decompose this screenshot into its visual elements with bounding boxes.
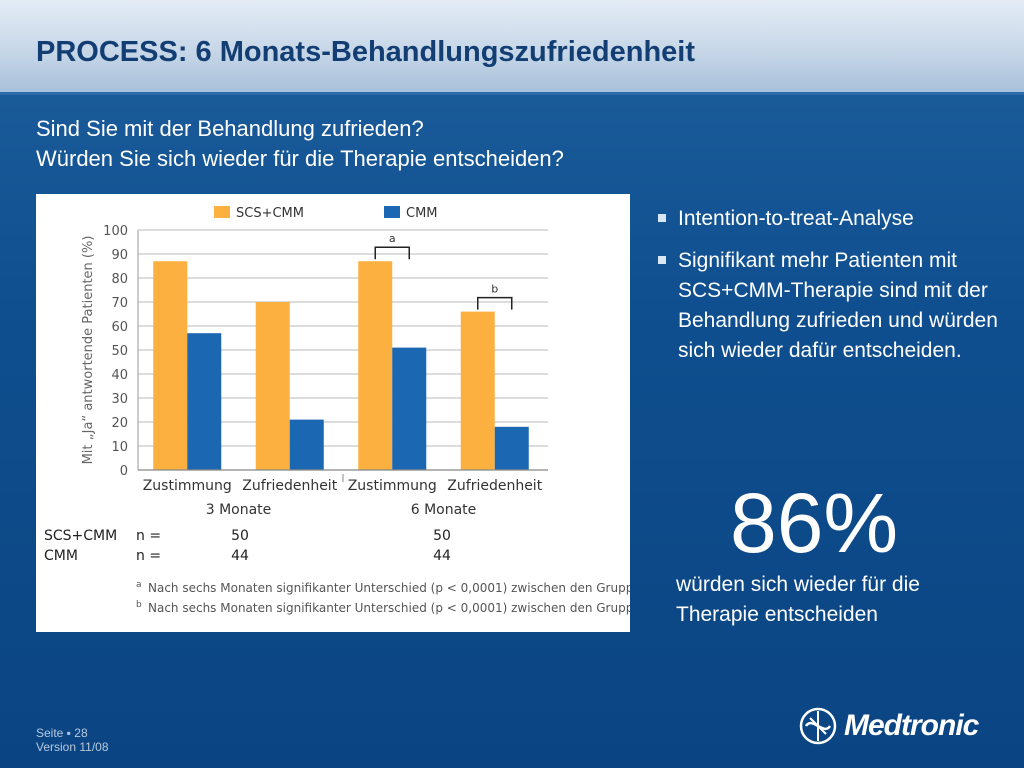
question-block: Sind Sie mit der Behandlung zufrieden? W… [36,114,796,174]
bullet-square-icon [658,256,666,264]
question-line-2: Würden Sie sich wieder für die Therapie … [36,146,564,171]
bullet-square-icon [658,214,666,222]
y-tick-label: 60 [111,320,128,335]
x-tick-label: Zustimmung [143,478,232,494]
y-tick-label: 70 [111,296,128,311]
medtronic-emblem-icon [799,707,837,745]
x-tick-label: Zufriedenheit [242,478,337,494]
group-label: 6 Monate [411,502,477,518]
slide-footer: Seite ▪ 28 Version 11/08 [36,726,109,754]
n-table-value: 44 [433,548,451,564]
bar-scs-cmm [358,261,393,470]
n-table-n-label: n = [136,528,161,544]
page-number: Seite ▪ 28 [36,726,88,740]
y-tick-label: 50 [111,344,128,359]
bullet-text: Intention-to-treat-Analyse [678,207,914,230]
y-tick-label: 10 [111,440,128,455]
y-tick-label: 20 [111,416,128,431]
legend-swatch [384,206,400,218]
legend-swatch [214,206,230,218]
y-tick-label: 30 [111,392,128,407]
n-table-n-label: n = [136,548,161,564]
footnote-text: Nach sechs Monaten signifikanter Untersc… [148,601,630,615]
highlight-caption: würden sich wieder für die Therapie ents… [676,573,920,626]
footnote-mark: b [136,600,142,610]
n-table-value: 50 [433,528,451,544]
version-label: Version 11/08 [36,740,109,754]
bar-scs-cmm [460,311,495,470]
x-tick-label: Zustimmung [348,478,437,494]
significance-bracket [477,296,513,310]
y-tick-label: 40 [111,368,128,383]
title-bar: PROCESS: 6 Monats-Behandlungszufriedenhe… [0,0,1024,95]
significance-mark: b [491,283,498,296]
n-table-group: SCS+CMM [44,528,117,544]
bar-chart: 0 10 20 30 40 50 60 70 80 90 100 Mit „Ja“ antworten… [44,206,630,615]
y-tick-label: 100 [103,224,128,239]
y-tick-label: 0 [120,464,128,479]
legend-label: SCS+CMM [236,206,304,221]
medtronic-logo: Medtronic [798,706,979,746]
footnote-mark: a [136,580,142,590]
significance-bracket [374,246,410,260]
x-tick-label: Zufriedenheit [447,478,542,494]
n-table-value: 50 [231,528,249,544]
n-table-group: CMM [44,548,78,564]
bullet-item: Intention-to-treat-Analyse [656,204,1006,234]
bullet-list: Intention-to-treat-Analyse Signifikant m… [656,204,1006,378]
bar-scs-cmm [255,302,290,470]
bullet-item: Signifikant mehr Patienten mit SCS+CMM-T… [656,246,1006,366]
legend-label: CMM [406,206,438,221]
y-axis-label: Mit „Ja“ antwortende Patienten (%) [81,236,96,465]
group-label: 3 Monate [206,502,272,518]
chart-panel: 0 10 20 30 40 50 60 70 80 90 100 Mit „Ja“ antworten… [36,194,630,632]
y-tick-label: 80 [111,272,128,287]
logo-wordmark: Medtronic [844,709,979,742]
significance-mark: a [389,232,396,245]
bar-scs-cmm [153,261,188,470]
slide-title: PROCESS: 6 Monats-Behandlungszufriedenhe… [36,36,695,68]
bar-cmm [494,426,529,470]
bar-cmm [392,347,427,470]
bullet-text: Signifikant mehr Patienten mit SCS+CMM-T… [678,249,998,362]
y-tick-label: 90 [111,248,128,263]
footnote-text: Nach sechs Monaten signifikanter Untersc… [148,581,630,595]
bar-cmm [289,419,324,470]
highlight-percent: 86% [730,476,899,570]
bar-cmm [187,333,222,470]
n-table-value: 44 [231,548,249,564]
question-line-1: Sind Sie mit der Behandlung zufrieden? [36,116,424,141]
